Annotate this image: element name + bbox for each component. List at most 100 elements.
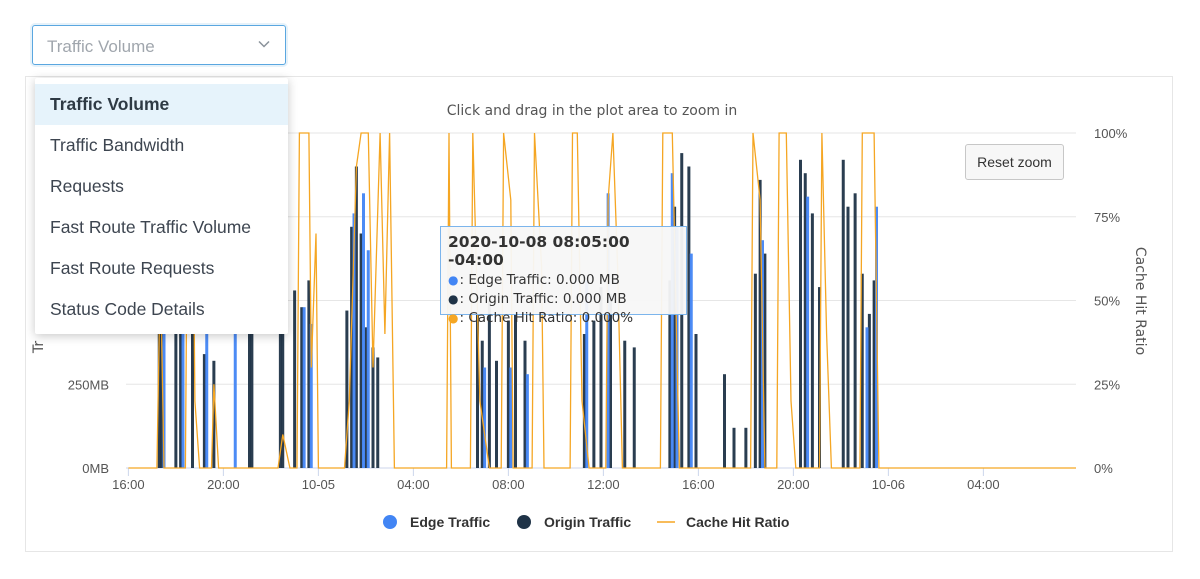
origin-traffic-bar xyxy=(523,340,527,468)
origin-traffic-bar xyxy=(860,273,864,468)
chevron-down-icon xyxy=(258,40,270,48)
origin-traffic-bar xyxy=(293,290,297,468)
origin-traffic-bar xyxy=(609,293,612,468)
edge-traffic-bar xyxy=(483,367,487,468)
menu-item-status-code-details[interactable]: Status Code Details xyxy=(50,299,205,319)
chart-tooltip: 2020-10-08 08:05:00 -04:00 ●: Edge Traff… xyxy=(440,226,687,326)
tooltip-row-cache: ●: Cache Hit Ratio: 0.000% xyxy=(448,309,679,328)
tooltip-row-edge: ●: Edge Traffic: 0.000 MB xyxy=(448,271,679,290)
origin-traffic-bar xyxy=(281,300,285,468)
origin-traffic-bar xyxy=(157,307,161,468)
origin-traffic-bar xyxy=(250,320,254,468)
tooltip-bullet-cache: ● xyxy=(448,311,459,325)
x-tick-label: 20:00 xyxy=(207,477,240,492)
legend-marker-0 xyxy=(383,515,397,529)
origin-traffic-bar xyxy=(867,313,871,468)
edge-traffic-bar xyxy=(509,367,513,468)
origin-traffic-bar xyxy=(191,280,194,468)
menu-item-fast-route-traffic-volume[interactable]: Fast Route Traffic Volume xyxy=(50,217,252,237)
origin-traffic-bar xyxy=(487,300,491,468)
y-right-tick-label: 75% xyxy=(1094,210,1120,225)
tooltip-bullet-origin: ● xyxy=(448,292,459,306)
origin-traffic-bar xyxy=(803,173,807,468)
origin-traffic-bar xyxy=(673,206,677,468)
legend-label-1: Origin Traffic xyxy=(544,514,631,530)
origin-traffic-bar xyxy=(623,340,627,468)
origin-traffic-bar xyxy=(514,313,517,468)
origin-traffic-bar xyxy=(668,280,672,468)
origin-traffic-bar xyxy=(723,374,726,468)
edge-traffic-bar xyxy=(162,327,166,468)
reset-zoom-button[interactable]: Reset zoom xyxy=(965,144,1064,180)
origin-traffic-bar xyxy=(307,280,311,468)
menu-item-fast-route-requests[interactable]: Fast Route Requests xyxy=(50,258,215,278)
y-left-tick-label: 250MB xyxy=(68,377,109,392)
menu-item-requests[interactable]: Requests xyxy=(50,176,124,196)
origin-traffic-bar xyxy=(846,206,850,468)
chart-subtitle: Click and drag in the plot area to zoom … xyxy=(447,103,738,119)
origin-traffic-bar xyxy=(582,334,586,468)
edge-traffic-bar xyxy=(525,374,529,468)
metric-select[interactable]: Traffic Volume xyxy=(32,25,286,65)
origin-traffic-bar xyxy=(354,166,358,468)
tooltip-text-cache: : Cache Hit Ratio: 0.000% xyxy=(459,310,634,326)
x-tick-label: 04:00 xyxy=(967,477,1000,492)
y-right-tick-label: 100% xyxy=(1094,126,1128,141)
x-tick-label: 12:00 xyxy=(587,477,620,492)
x-tick-label: 10-05 xyxy=(302,477,335,492)
origin-traffic-bar xyxy=(799,159,802,469)
edge-traffic-bar xyxy=(309,323,313,468)
metric-dropdown-menu: Traffic Volume Traffic Bandwidth Request… xyxy=(35,78,288,334)
tooltip-row-origin: ●: Origin Traffic: 0.000 MB xyxy=(448,290,679,309)
x-tick-label: 10-06 xyxy=(872,477,905,492)
origin-traffic-bar xyxy=(480,340,484,468)
origin-traffic-bar xyxy=(744,427,748,468)
origin-traffic-bar xyxy=(753,273,757,468)
origin-traffic-bar xyxy=(592,320,596,468)
origin-traffic-bar xyxy=(632,347,636,468)
origin-traffic-bar xyxy=(872,280,876,468)
edge-traffic-bar xyxy=(302,307,306,468)
tooltip-title: 2020-10-08 08:05:00 -04:00 xyxy=(448,233,630,269)
edge-traffic-bar xyxy=(865,327,869,468)
origin-traffic-bar xyxy=(476,313,479,468)
origin-traffic-bar xyxy=(495,360,498,468)
origin-traffic-bar xyxy=(202,354,206,468)
origin-traffic-bar xyxy=(763,253,767,468)
edge-traffic-bar xyxy=(233,233,237,468)
x-tick-label: 08:00 xyxy=(492,477,525,492)
menu-item-traffic-volume[interactable]: Traffic Volume xyxy=(35,84,288,125)
edge-traffic-bar xyxy=(606,193,610,469)
tooltip-bullet-edge: ● xyxy=(448,273,459,287)
x-tick-label: 04:00 xyxy=(397,477,430,492)
edge-traffic-bar xyxy=(585,280,589,468)
origin-traffic-bar xyxy=(376,357,380,468)
origin-traffic-bar xyxy=(350,226,354,468)
legend-marker-1 xyxy=(517,515,531,529)
origin-traffic-bar xyxy=(732,427,736,468)
menu-item-traffic-bandwidth[interactable]: Traffic Bandwidth xyxy=(50,135,185,155)
origin-traffic-bar xyxy=(853,193,857,469)
edge-traffic-bar xyxy=(366,250,370,468)
y-left-axis-title: Tr xyxy=(31,341,47,354)
edge-traffic-bar xyxy=(181,260,185,468)
origin-traffic-bar xyxy=(694,334,698,468)
y-right-tick-label: 50% xyxy=(1094,294,1120,309)
x-tick-label: 16:00 xyxy=(112,477,145,492)
origin-traffic-bar xyxy=(364,327,368,468)
origin-traffic-bar xyxy=(212,360,216,468)
origin-traffic-bar xyxy=(599,287,603,468)
legend-label-2: Cache Hit Ratio xyxy=(686,514,789,530)
edge-traffic-bar xyxy=(806,196,810,468)
edge-traffic-bar xyxy=(205,327,209,468)
y-right-tick-label: 25% xyxy=(1094,377,1120,392)
metric-select-value: Traffic Volume xyxy=(47,37,155,56)
origin-traffic-bar xyxy=(300,307,304,468)
origin-traffic-bar xyxy=(687,166,691,468)
origin-traffic-bar xyxy=(371,347,375,468)
origin-traffic-bar xyxy=(160,287,164,468)
legend-label-0: Edge Traffic xyxy=(410,514,490,530)
origin-traffic-bar xyxy=(179,253,183,468)
y-left-tick-label: 0MB xyxy=(82,461,109,476)
origin-traffic-bar xyxy=(345,310,349,468)
